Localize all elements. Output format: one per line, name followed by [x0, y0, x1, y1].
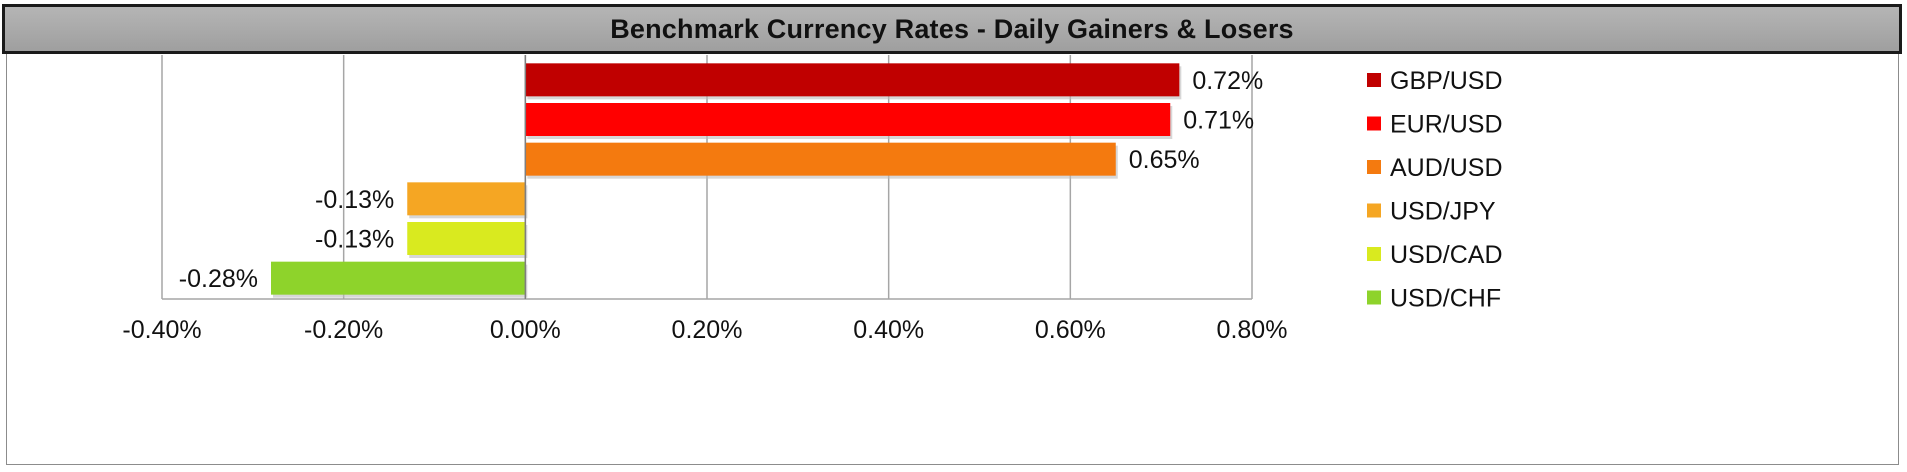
legend-label: USD/CHF [1390, 285, 1501, 313]
bar-aud-usd [525, 142, 1116, 176]
x-axis: -0.40% -0.20% 0.00% 0.20% 0.40% 0.60% 0.80% [122, 55, 1287, 344]
data-label: 0.72% [1192, 67, 1263, 95]
legend-label: USD/JPY [1390, 198, 1496, 226]
legend-label: GBP/USD [1390, 67, 1503, 95]
x-tick-label: 0.80% [1217, 316, 1288, 344]
legend-label: EUR/USD [1390, 111, 1503, 139]
x-tick-label: 0.40% [853, 316, 924, 344]
legend-swatch [1367, 73, 1381, 87]
bar-usd-cad [407, 222, 526, 255]
data-label: 0.65% [1129, 146, 1200, 174]
legend: GBP/USD EUR/USD AUD/USD USD/JPY USD/CAD USD/C… [1367, 67, 1503, 313]
bar-usd-chf [271, 261, 526, 295]
data-label: -0.28% [179, 265, 258, 293]
x-tick-label: 0.00% [490, 316, 561, 344]
x-tick-label: -0.20% [304, 316, 383, 344]
bar-eur-usd [525, 103, 1171, 136]
bar-gbp-usd [525, 63, 1180, 97]
legend-swatch [1367, 203, 1381, 218]
data-label: -0.13% [315, 186, 394, 214]
data-label: 0.71% [1183, 107, 1254, 135]
x-tick-label: 0.60% [1035, 316, 1106, 344]
x-tick-label: -0.40% [122, 316, 201, 344]
bar-usd-jpy [407, 182, 526, 216]
legend-swatch [1367, 116, 1381, 131]
data-labels: 0.72% 0.71% 0.65% -0.13% -0.13% -0.28% [179, 67, 1263, 293]
legend-swatch [1367, 160, 1381, 174]
chart-title-bar: Benchmark Currency Rates - Daily Gainers… [2, 4, 1902, 54]
legend-label: USD/CAD [1390, 241, 1503, 269]
data-label: -0.13% [315, 226, 394, 254]
legend-swatch [1367, 290, 1381, 305]
chart-title: Benchmark Currency Rates - Daily Gainers… [610, 13, 1294, 44]
bars [271, 63, 1182, 298]
legend-swatch [1367, 247, 1381, 261]
legend-label: AUD/USD [1390, 154, 1503, 182]
x-tick-label: 0.20% [672, 316, 743, 344]
